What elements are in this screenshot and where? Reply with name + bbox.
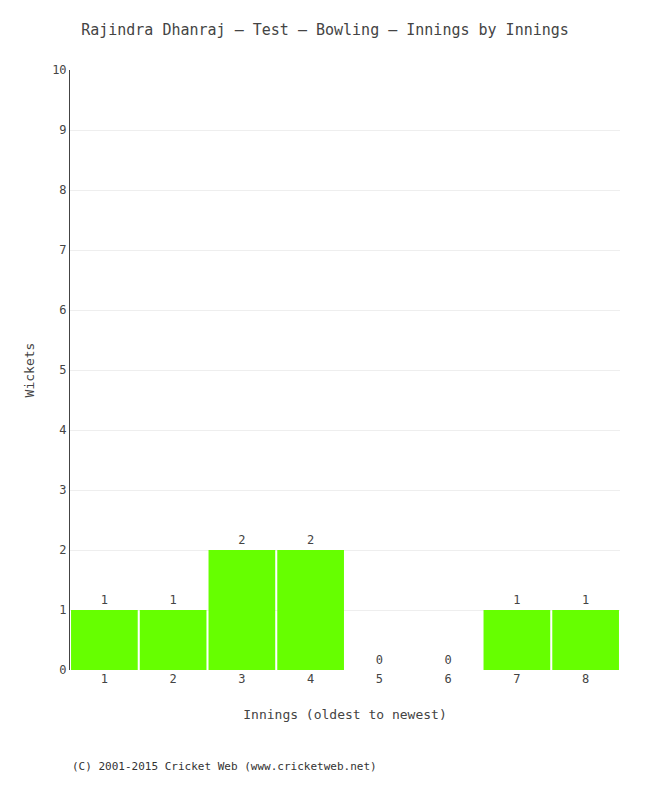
svg-text:1: 1: [170, 593, 177, 607]
svg-text:4: 4: [307, 672, 314, 686]
svg-text:2: 2: [170, 672, 177, 686]
svg-text:0: 0: [59, 663, 66, 677]
svg-text:(C) 2001-2015 Cricket Web (www: (C) 2001-2015 Cricket Web (www.cricketwe…: [72, 760, 377, 773]
svg-text:1: 1: [59, 603, 66, 617]
svg-text:3: 3: [59, 483, 66, 497]
svg-text:2: 2: [238, 533, 245, 547]
svg-text:Rajindra Dhanraj – Test – Bowl: Rajindra Dhanraj – Test – Bowling – Inni…: [81, 21, 569, 39]
svg-text:2: 2: [307, 533, 314, 547]
svg-text:8: 8: [582, 672, 589, 686]
svg-text:10: 10: [52, 63, 66, 77]
svg-text:Wickets: Wickets: [22, 343, 37, 398]
svg-text:1: 1: [101, 672, 108, 686]
svg-text:5: 5: [59, 363, 66, 377]
svg-text:Innings (oldest to newest): Innings (oldest to newest): [243, 707, 447, 722]
svg-text:7: 7: [59, 243, 66, 257]
svg-text:0: 0: [376, 653, 383, 667]
svg-text:4: 4: [59, 423, 66, 437]
svg-text:1: 1: [513, 593, 520, 607]
svg-text:8: 8: [59, 183, 66, 197]
svg-text:7: 7: [513, 672, 520, 686]
svg-text:0: 0: [445, 653, 452, 667]
svg-text:2: 2: [59, 543, 66, 557]
svg-text:5: 5: [376, 672, 383, 686]
svg-text:6: 6: [59, 303, 66, 317]
svg-text:9: 9: [59, 123, 66, 137]
svg-text:6: 6: [445, 672, 452, 686]
svg-text:1: 1: [582, 593, 589, 607]
svg-text:1: 1: [101, 593, 108, 607]
svg-text:3: 3: [238, 672, 245, 686]
